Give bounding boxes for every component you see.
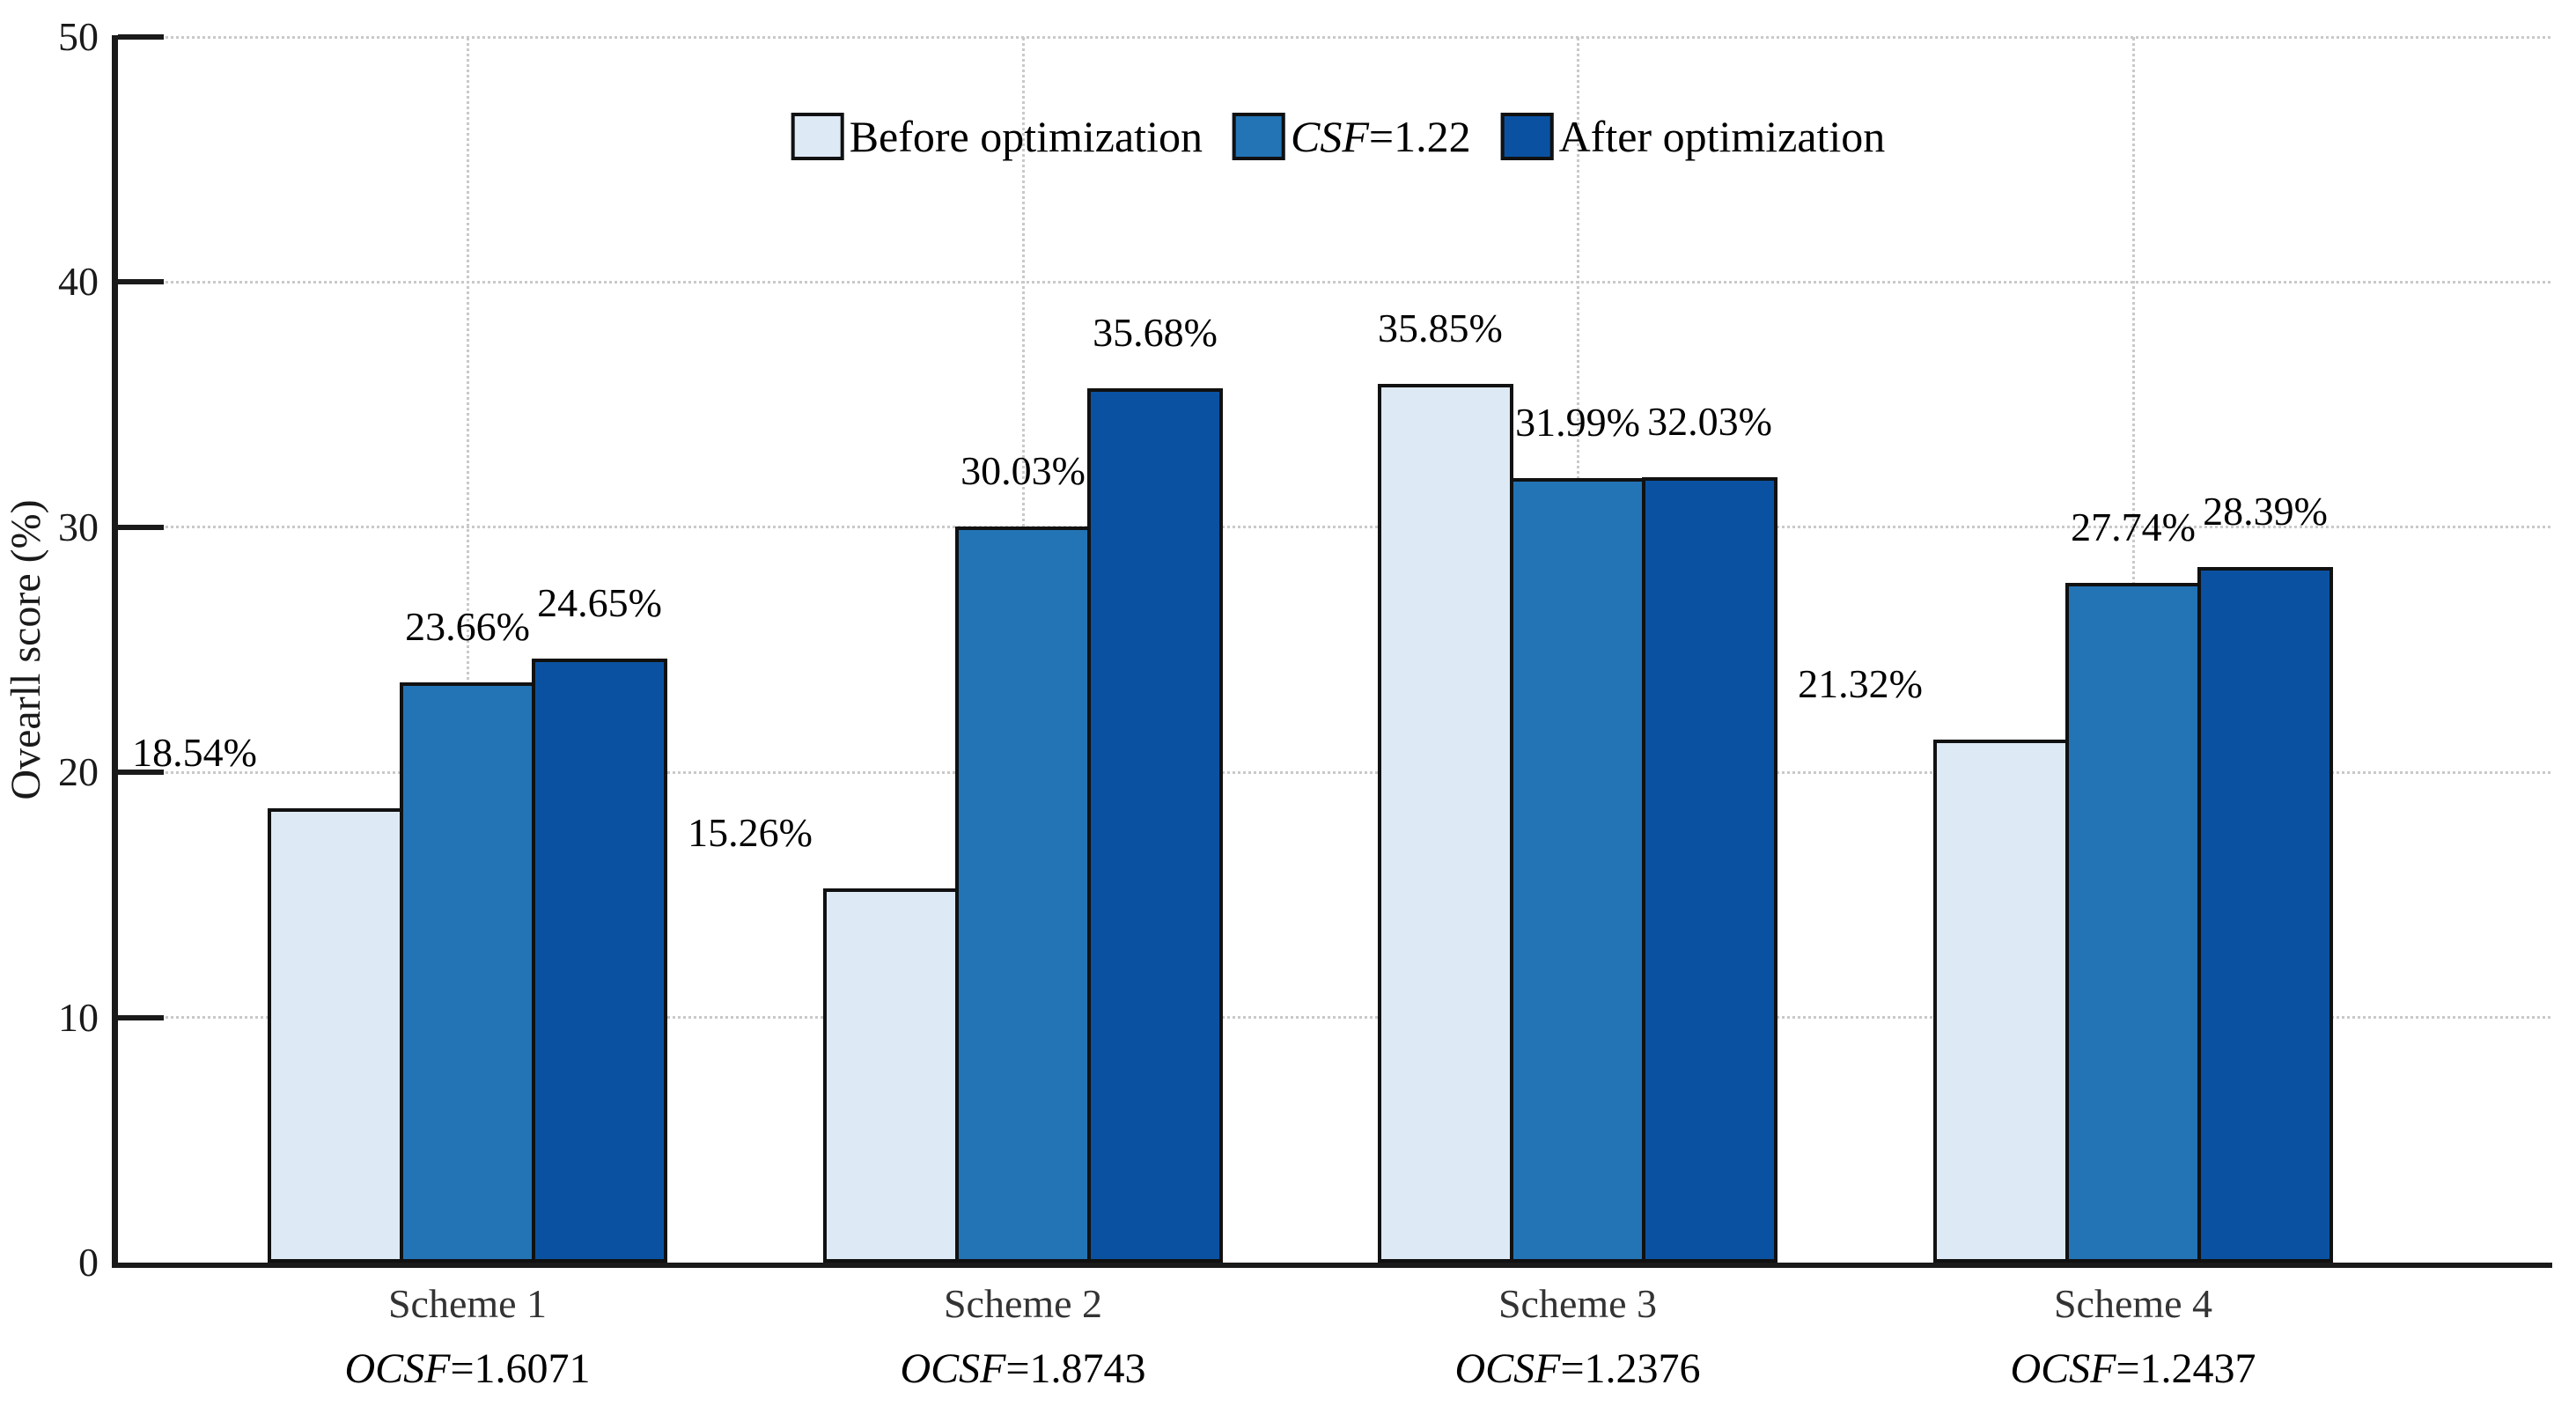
bar <box>1378 383 1513 1263</box>
x-axis-spine <box>112 1263 2552 1268</box>
bar <box>532 658 667 1263</box>
x-category-label: Scheme 2 <box>943 1281 1103 1326</box>
y-tick-label: 40 <box>58 259 99 305</box>
y-tick-label: 20 <box>58 749 99 795</box>
legend-item: Before optimization <box>791 113 1203 160</box>
bar <box>823 888 959 1263</box>
gridline-horizontal <box>118 770 2550 774</box>
bar <box>955 526 1091 1263</box>
y-tick-label: 30 <box>58 504 99 549</box>
bar <box>2065 582 2201 1263</box>
x-category-group: Scheme 3 OCSF=1.2376 <box>1296 1281 1859 1392</box>
y-axis-spine <box>112 35 118 1268</box>
bar-value-label: 32.03% <box>1647 399 1772 445</box>
legend-swatch <box>1232 113 1285 160</box>
gridline-horizontal <box>118 280 2550 284</box>
x-category-label: Scheme 1 <box>387 1281 548 1326</box>
y-tick-mark <box>118 1014 164 1020</box>
bar <box>2197 566 2333 1263</box>
legend-item: After optimization <box>1500 112 1886 161</box>
bar-value-label: 21.32% <box>1798 661 1923 707</box>
bar-value-label: 27.74% <box>2071 504 2196 549</box>
y-tick-label: 10 <box>58 994 99 1040</box>
x-category-group: Scheme 2 OCSF=1.8743 <box>741 1281 1305 1392</box>
plot-area: 18.54% 15.26% 35.85% 21.32% 23.66% 30.03% 31.9… <box>118 34 2550 1263</box>
gridline-vertical <box>466 37 469 1263</box>
bar <box>1087 387 1223 1263</box>
bar <box>400 682 535 1263</box>
y-tick-label: 0 <box>78 1240 99 1285</box>
legend-swatch <box>1500 113 1554 160</box>
x-ocsf-label: OCSF=1.2437 <box>2010 1344 2256 1392</box>
gridline-horizontal <box>118 1016 2550 1020</box>
x-ocsf-label: OCSF=1.2376 <box>1454 1344 1701 1392</box>
legend-item-label: CSF=1.22 <box>1290 112 1471 161</box>
bar-value-label: 30.03% <box>960 447 1086 493</box>
bar-value-label: 18.54% <box>132 729 257 775</box>
bar <box>1510 478 1645 1263</box>
bar-value-label: 28.39% <box>2203 488 2328 534</box>
y-tick-mark <box>118 34 164 40</box>
legend-item: CSF=1.22 <box>1232 112 1471 161</box>
bar <box>268 807 403 1263</box>
y-tick-mark <box>118 279 164 285</box>
bar-value-label: 24.65% <box>537 579 662 625</box>
y-tick-mark <box>118 524 164 530</box>
bar-value-label: 35.85% <box>1378 305 1503 350</box>
gridline-horizontal <box>118 526 2550 529</box>
bar <box>1933 740 2069 1263</box>
legend-swatch <box>791 113 844 160</box>
bar-value-label: 35.68% <box>1093 309 1218 355</box>
x-ocsf-label: OCSF=1.8743 <box>900 1344 1146 1392</box>
x-ocsf-label: OCSF=1.6071 <box>344 1344 591 1392</box>
y-tick-mark <box>118 770 164 776</box>
x-category-label: Scheme 3 <box>1498 1281 1658 1326</box>
gridline-horizontal <box>118 35 2550 39</box>
legend: Before optimization CSF=1.22 After optimiz… <box>791 112 1886 161</box>
bar-value-label: 23.66% <box>405 604 530 650</box>
x-category-group: Scheme 4 OCSF=1.2437 <box>1851 1281 2415 1392</box>
legend-item-label: After optimization <box>1558 112 1886 161</box>
legend-item-label: Before optimization <box>849 112 1203 161</box>
bar-value-label: 31.99% <box>1515 400 1640 446</box>
x-category-label: Scheme 4 <box>2053 1281 2213 1326</box>
x-category-group: Scheme 1 OCSF=1.6071 <box>186 1281 749 1392</box>
bar <box>1642 477 1777 1263</box>
y-tick-label: 50 <box>58 14 99 59</box>
bar-value-label: 15.26% <box>688 810 813 856</box>
